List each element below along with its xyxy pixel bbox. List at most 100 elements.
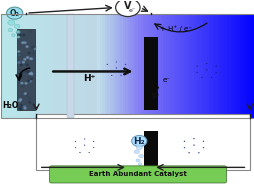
Circle shape [30, 78, 33, 79]
Bar [246, 14, 249, 118]
Circle shape [8, 20, 15, 25]
Polygon shape [196, 66, 197, 67]
Circle shape [18, 62, 20, 63]
Circle shape [131, 135, 146, 147]
Bar [144, 131, 158, 167]
Bar [155, 14, 158, 118]
Circle shape [18, 36, 20, 38]
Circle shape [26, 57, 28, 58]
Bar [67, 14, 69, 118]
Bar [188, 14, 191, 118]
Bar [148, 14, 150, 118]
Circle shape [26, 95, 28, 96]
Bar [241, 14, 244, 118]
Circle shape [30, 74, 32, 75]
Bar [234, 14, 236, 118]
Text: H₂O: H₂O [2, 101, 19, 110]
Bar [163, 14, 165, 118]
Bar [150, 14, 153, 118]
Circle shape [29, 31, 31, 33]
Polygon shape [183, 147, 184, 148]
Bar [18, 14, 21, 118]
Bar [251, 14, 254, 118]
Bar [21, 14, 23, 118]
Bar [56, 14, 59, 118]
Bar [198, 14, 201, 118]
Bar [16, 14, 18, 118]
Polygon shape [124, 64, 125, 65]
Bar [142, 14, 145, 118]
Bar [117, 14, 120, 118]
Bar [211, 14, 213, 118]
Circle shape [19, 54, 21, 56]
Circle shape [21, 82, 23, 84]
Circle shape [25, 83, 27, 84]
Bar [105, 14, 107, 118]
Circle shape [18, 31, 20, 33]
Bar [97, 14, 100, 118]
Polygon shape [120, 75, 121, 76]
Bar [8, 14, 11, 118]
Circle shape [32, 46, 34, 48]
Bar [46, 14, 49, 118]
Bar [1, 14, 3, 118]
Polygon shape [196, 72, 197, 73]
Circle shape [29, 81, 31, 82]
Bar [173, 14, 176, 118]
Bar [160, 14, 163, 118]
Circle shape [12, 34, 15, 36]
Bar [13, 14, 16, 118]
Bar [87, 14, 89, 118]
Bar [196, 14, 198, 118]
Polygon shape [106, 70, 107, 71]
Circle shape [26, 46, 28, 47]
Circle shape [20, 76, 22, 78]
Bar [137, 14, 140, 118]
Polygon shape [193, 145, 194, 146]
Circle shape [27, 80, 29, 81]
Circle shape [31, 73, 33, 75]
Bar [26, 14, 28, 118]
Bar [183, 14, 186, 118]
Bar [59, 14, 61, 118]
Bar [3, 14, 6, 118]
Bar [193, 14, 196, 118]
Bar [28, 14, 31, 118]
Circle shape [20, 99, 22, 100]
Polygon shape [202, 147, 203, 148]
Bar [153, 14, 155, 118]
Circle shape [7, 7, 23, 19]
Circle shape [20, 55, 22, 57]
Polygon shape [93, 147, 94, 148]
Circle shape [18, 51, 20, 52]
Circle shape [18, 73, 20, 74]
Circle shape [30, 103, 32, 104]
Bar [216, 14, 218, 118]
Bar [176, 14, 178, 118]
Bar [135, 14, 137, 118]
Polygon shape [215, 72, 216, 73]
Bar [44, 14, 46, 118]
Circle shape [26, 71, 28, 72]
Circle shape [28, 76, 30, 78]
Circle shape [30, 72, 32, 74]
Bar [34, 14, 36, 118]
Circle shape [26, 64, 28, 66]
Bar [201, 14, 203, 118]
Text: V: V [124, 1, 131, 11]
Circle shape [23, 85, 25, 86]
Bar [191, 14, 193, 118]
Bar [249, 14, 251, 118]
Bar [140, 14, 142, 118]
Bar [231, 14, 234, 118]
Polygon shape [197, 152, 199, 153]
Circle shape [138, 154, 143, 158]
Polygon shape [93, 141, 94, 142]
Bar [127, 14, 130, 118]
Polygon shape [75, 141, 76, 142]
Bar [226, 14, 229, 118]
Polygon shape [124, 70, 125, 71]
Text: H₂: H₂ [133, 136, 145, 146]
Bar [168, 14, 170, 118]
Circle shape [24, 93, 26, 94]
